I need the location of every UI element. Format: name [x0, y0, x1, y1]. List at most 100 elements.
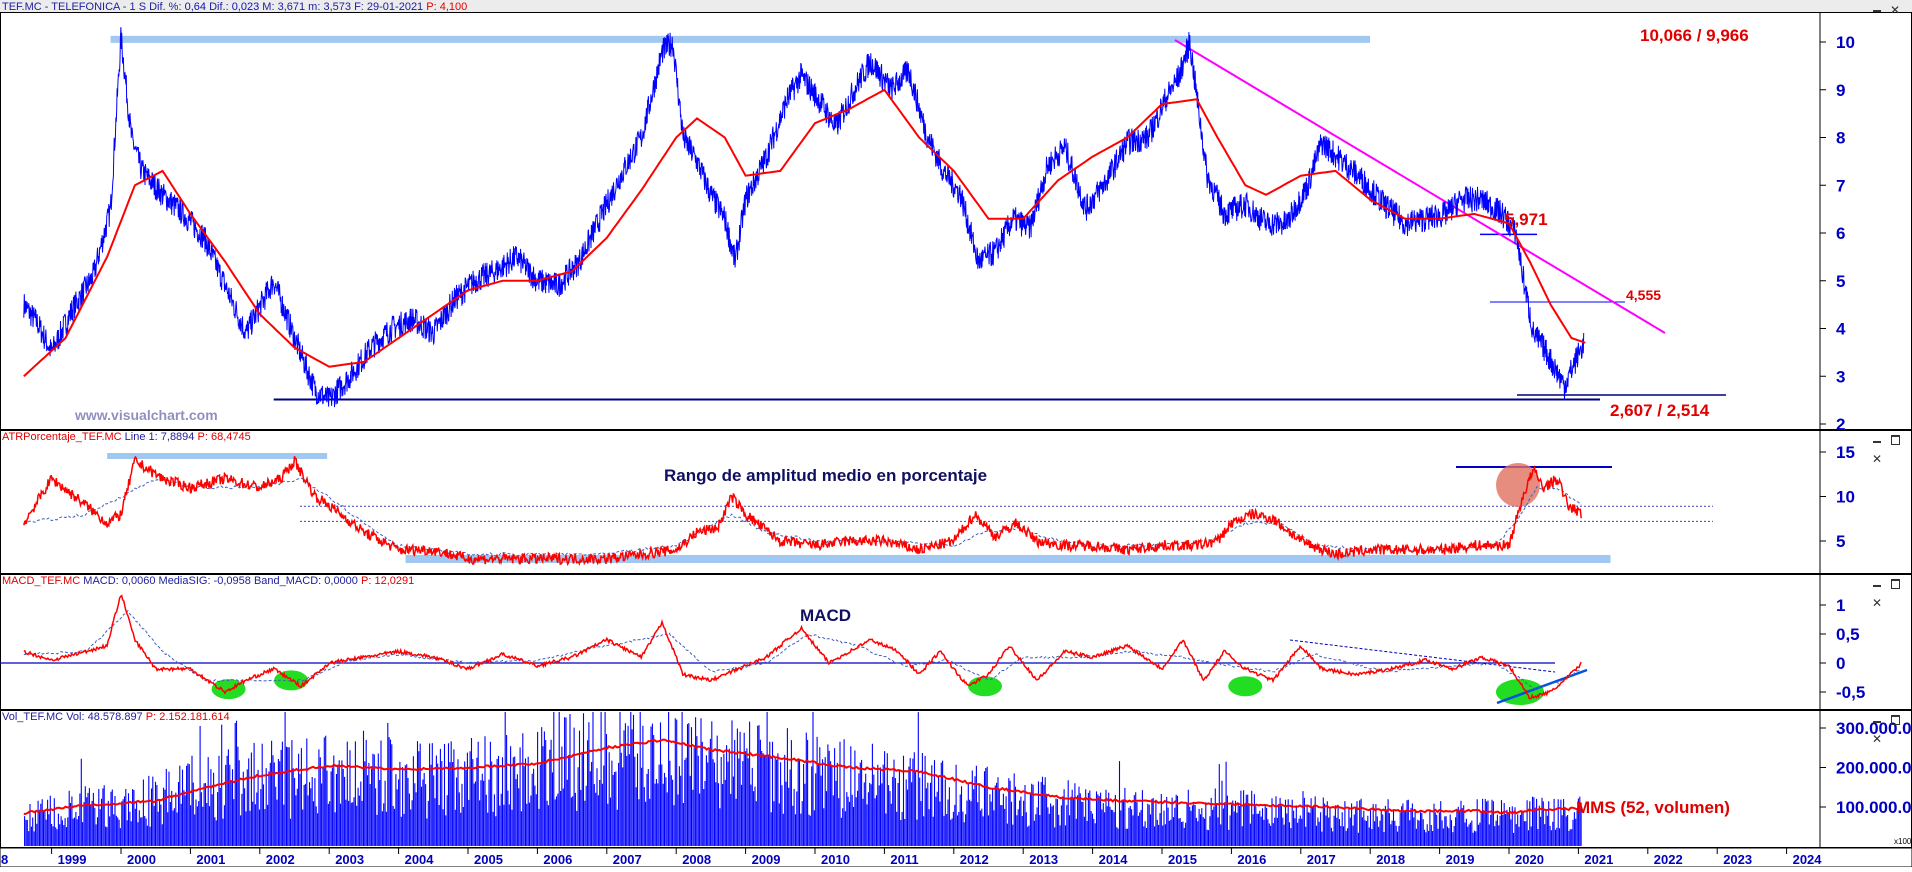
- atr-panel-header: ATRPorcentaje_TEF.MC Line 1: 7,8894 P: 6…: [2, 430, 251, 444]
- volume-y-tick-label: 200.000.0: [1836, 759, 1912, 778]
- price-series-line: [23, 27, 1585, 408]
- max-caption: M:: [262, 1, 275, 13]
- atr-y-tick-label: 10: [1836, 488, 1855, 507]
- dif-value: 0,023: [231, 1, 260, 13]
- atr-y-tick-label: 15: [1836, 443, 1855, 462]
- macd-sig-caption: MediaSIG:: [158, 575, 211, 587]
- macd-y-tick-label: 0: [1836, 654, 1845, 673]
- atr-y-tick-label: 5: [1836, 532, 1845, 551]
- dif-pct-caption: Dif. %:: [149, 1, 182, 13]
- minimize-icon[interactable]: [1870, 434, 1884, 445]
- close-icon[interactable]: ✕: [1871, 452, 1883, 466]
- macd-y-tick-label: 0,5: [1836, 625, 1860, 644]
- x-tick-label: 2005: [474, 852, 503, 867]
- price-y-tick-label: 3: [1836, 367, 1845, 386]
- x-tick-label: 2002: [266, 852, 295, 867]
- atr-p-caption: P:: [197, 431, 208, 443]
- watermark: www.visualchart.com: [74, 407, 218, 423]
- atr-panel-window-buttons: ✕: [1866, 432, 1906, 465]
- x-tick-label: 2006: [543, 852, 572, 867]
- dif-pct-value: 0,64: [184, 1, 206, 13]
- date-caption: F:: [354, 1, 364, 13]
- atr-line-caption: Line 1:: [124, 431, 158, 443]
- maximize-icon[interactable]: [1888, 714, 1902, 725]
- x-tick-label: 2010: [821, 852, 850, 867]
- price-panel-header: TEF.MC - TELEFONICA - 1 S Dif. %: 0,64 D…: [2, 0, 467, 14]
- minimize-icon[interactable]: [1870, 3, 1884, 14]
- x-tick-label: 2017: [1307, 852, 1336, 867]
- price-y-tick-label: 6: [1836, 224, 1845, 243]
- vol-name: Vol_TEF.MC: [2, 711, 64, 723]
- atr-signal-line: [23, 477, 1582, 557]
- dif-caption: Dif.:: [209, 1, 229, 13]
- maximize-icon[interactable]: [1888, 578, 1902, 589]
- support-label: 2,607 / 2,514: [1610, 401, 1710, 420]
- atr-p-value: 68,4745: [210, 431, 251, 443]
- x-tick-label: 2015: [1168, 852, 1197, 867]
- vol-p-value: 2.152.181.614: [159, 711, 230, 723]
- atr-title: Rango de amplitud medio en porcentaje: [664, 466, 987, 485]
- x-tick-label: 2000: [127, 852, 156, 867]
- downtrend-line: [1174, 39, 1666, 334]
- x-tick-label: 2020: [1515, 852, 1544, 867]
- price-value: 4,100: [439, 1, 468, 13]
- x-tick-label: 2008: [682, 852, 711, 867]
- vol-p-caption: P:: [145, 711, 157, 723]
- x-tick-label: 2003: [335, 852, 364, 867]
- macd-y-tick-label: -0,5: [1836, 683, 1865, 702]
- volume-y-tick-label: 100.000.0: [1836, 798, 1912, 817]
- volume-panel-window-buttons: ✕: [1866, 712, 1906, 745]
- axes: 2 3 4 5 6 7 8 9 10 5 10 15 1 0,5 0 -0,5 300.000.0 200.000…: [1, 33, 1912, 867]
- atr-highlight-circle: [1496, 463, 1540, 507]
- chart-labels: www.visualchart.com 10,066 / 9,966 5,971…: [74, 26, 1912, 846]
- ticker-label: TEF.MC - TELEFONICA - 1 S: [2, 1, 147, 13]
- price-y-tick-label: 5: [1836, 272, 1845, 291]
- x-tick-label: 2012: [960, 852, 989, 867]
- close-icon[interactable]: ✕: [1871, 596, 1883, 610]
- macd-uptrend-line: [1496, 668, 1588, 705]
- level-5971-label: 5,971: [1505, 210, 1548, 229]
- x-tick-label: 2021: [1584, 852, 1613, 867]
- macd-p-caption: P:: [360, 575, 372, 587]
- minimize-icon[interactable]: [1870, 578, 1884, 589]
- title-strip: [0, 0, 1912, 12]
- x-tick-label: 2011: [890, 852, 918, 867]
- price-moving-average-line: [23, 88, 1586, 378]
- price-panel-window-buttons: ✕: [1866, 1, 1906, 17]
- macd-band-value: 0,0000: [324, 575, 358, 587]
- macd-band-caption: Band_MACD:: [253, 575, 322, 587]
- macd-panel-header: MACD_TEF.MC MACD: 0,0060 MediaSIG: -0,09…: [2, 574, 414, 588]
- macd-p-value: 12,0291: [374, 575, 415, 587]
- date-value: 29-01-2021: [366, 1, 424, 13]
- atr-series-line: [23, 455, 1582, 567]
- x-tick-label: 2023: [1723, 852, 1752, 867]
- min-caption: m:: [308, 1, 321, 13]
- x-tick-label: 2014: [1099, 852, 1129, 867]
- maximize-icon[interactable]: [1888, 434, 1902, 445]
- x-tick-label: 2019: [1446, 852, 1475, 867]
- macd-y-tick-label: 1: [1836, 596, 1845, 615]
- price-y-tick-label: 2: [1836, 415, 1845, 434]
- macd-panel-window-buttons: ✕: [1866, 576, 1906, 609]
- atr-name: ATRPorcentaje_TEF.MC: [2, 431, 122, 443]
- chart-marks: [23, 27, 1726, 846]
- atr-line-value: 7,8894: [160, 431, 195, 443]
- close-icon[interactable]: ✕: [1871, 732, 1883, 746]
- close-icon[interactable]: ✕: [1889, 3, 1901, 17]
- x-tick-label: 2007: [613, 852, 642, 867]
- minimize-icon[interactable]: [1870, 714, 1884, 725]
- atr-upper-band: [107, 453, 328, 459]
- macd-caption: MACD:: [83, 575, 119, 587]
- price-y-tick-label: 7: [1836, 176, 1845, 195]
- volume-y-tick-label: 300.000.0: [1836, 719, 1912, 738]
- x-tick-label: 2001: [196, 852, 225, 867]
- volume-moving-average-line: [23, 738, 1582, 815]
- resistance-label: 10,066 / 9,966: [1640, 26, 1749, 45]
- vol-value: 48.578.897: [87, 711, 143, 723]
- macd-divergence-line: [1289, 639, 1556, 673]
- macd-name: MACD_TEF.MC: [2, 575, 81, 587]
- max-value: 3,671: [277, 1, 306, 13]
- price-y-tick-label: 4: [1836, 320, 1846, 339]
- x-tick-label: 2024: [1793, 852, 1823, 867]
